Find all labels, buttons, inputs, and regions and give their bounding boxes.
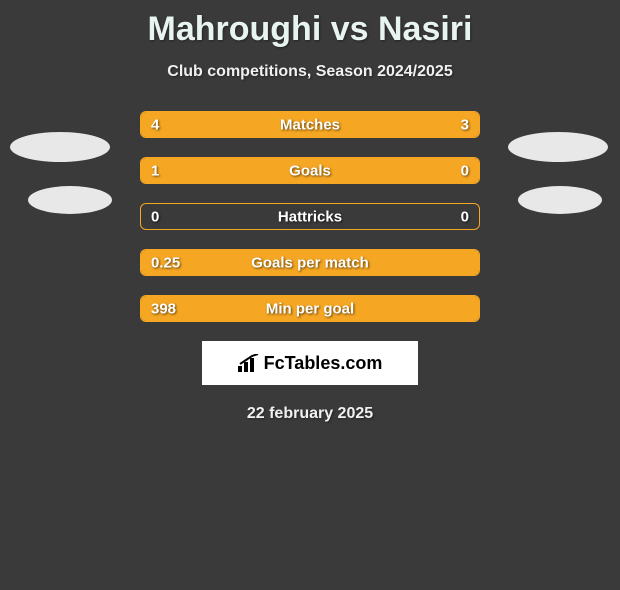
date-text: 22 february 2025 [0,405,620,423]
stat-bar-right-value: 0 [461,162,469,179]
stat-bar-left-value: 0.25 [151,254,180,271]
brand-text: FcTables.com [264,353,383,374]
stat-bar-track: Hattricks0 0 [140,203,480,230]
stat-bar-label: Goals per match [141,254,479,271]
stat-bar-label: Hattricks [141,208,479,225]
stat-bar-track: Min per goal398 [140,295,480,322]
stat-bar-label: Goals [141,162,479,179]
decorative-ellipse [28,186,112,214]
decorative-ellipse [10,132,110,162]
stat-bar-label: Matches [141,116,479,133]
stat-bar-row: Min per goal398 [0,295,620,322]
stat-bar-track: Goals1 0 [140,157,480,184]
stat-bar-left-value: 1 [151,162,159,179]
stat-bar-right-value: 3 [461,116,469,133]
stat-bar-track: Goals per match0.25 [140,249,480,276]
stat-bar-left-value: 4 [151,116,159,133]
stat-bar-right-value: 0 [461,208,469,225]
chart-icon [238,354,260,372]
decorative-ellipse [508,132,608,162]
stat-bar-label: Min per goal [141,300,479,317]
stat-bar-row: Goals1 0 [0,157,620,184]
stat-bar-row: Matches4 3 [0,111,620,138]
stat-bar-row: Goals per match0.25 [0,249,620,276]
page-title: Mahroughi vs Nasiri [0,10,620,49]
stat-bar-left-value: 0 [151,208,159,225]
brand-box: FcTables.com [202,341,418,385]
subtitle: Club competitions, Season 2024/2025 [0,63,620,81]
stat-bar-track: Matches4 3 [140,111,480,138]
stat-bar-left-value: 398 [151,300,176,317]
decorative-ellipse [518,186,602,214]
